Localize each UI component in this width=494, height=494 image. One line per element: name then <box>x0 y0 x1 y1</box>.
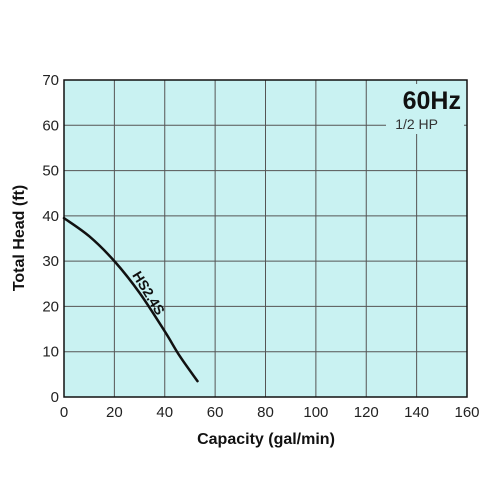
plot-frame <box>63 79 468 398</box>
x-tick-label-100: 100 <box>303 404 328 421</box>
title-backdrop <box>386 84 464 134</box>
x-tick-label-120: 120 <box>354 404 379 421</box>
x-tick-label-80: 80 <box>257 404 274 421</box>
y-tick-label-0: 0 <box>51 389 59 406</box>
x-axis-ticks: 0 20 40 60 80 100 120 140 160 <box>60 404 480 421</box>
y-tick-label-20: 20 <box>42 298 59 315</box>
y-axis-ticks: 0 10 20 30 40 50 60 70 <box>42 72 59 406</box>
x-tick-label-60: 60 <box>207 404 224 421</box>
y-axis-label: Total Head (ft) <box>11 185 28 291</box>
y-tick-label-40: 40 <box>42 208 59 225</box>
x-tick-label-20: 20 <box>106 404 123 421</box>
x-axis-label: Capacity (gal/min) <box>197 431 335 448</box>
x-tick-label-0: 0 <box>60 404 68 421</box>
y-tick-label-50: 50 <box>42 163 59 180</box>
y-tick-label-10: 10 <box>42 344 59 361</box>
x-tick-label-140: 140 <box>404 404 429 421</box>
chart-title: 60Hz <box>403 87 461 115</box>
y-tick-label-70: 70 <box>42 72 59 89</box>
x-tick-label-160: 160 <box>454 404 479 421</box>
y-tick-label-60: 60 <box>42 117 59 134</box>
series-line-0 <box>62 216 199 383</box>
chart-subtitle: 1/2 HP <box>395 116 438 132</box>
y-tick-label-30: 30 <box>42 253 59 270</box>
x-tick-label-40: 40 <box>156 404 173 421</box>
